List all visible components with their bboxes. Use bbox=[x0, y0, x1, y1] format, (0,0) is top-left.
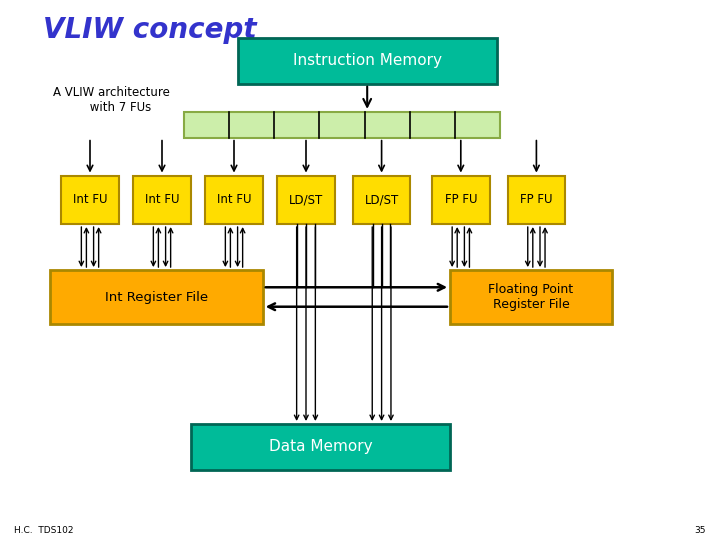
Text: 35: 35 bbox=[694, 525, 706, 535]
FancyBboxPatch shape bbox=[432, 176, 490, 224]
FancyBboxPatch shape bbox=[184, 112, 500, 138]
FancyBboxPatch shape bbox=[191, 424, 450, 470]
FancyBboxPatch shape bbox=[205, 176, 263, 224]
FancyBboxPatch shape bbox=[133, 176, 191, 224]
Text: Data Memory: Data Memory bbox=[269, 440, 372, 454]
Text: LD/ST: LD/ST bbox=[364, 193, 399, 206]
Text: Int FU: Int FU bbox=[145, 193, 179, 206]
FancyBboxPatch shape bbox=[61, 176, 119, 224]
Text: Floating Point
Register File: Floating Point Register File bbox=[488, 283, 574, 311]
FancyBboxPatch shape bbox=[450, 270, 612, 324]
Text: Instruction Memory: Instruction Memory bbox=[293, 53, 441, 68]
Text: Int Register File: Int Register File bbox=[105, 291, 208, 303]
Text: FP FU: FP FU bbox=[444, 193, 477, 206]
FancyBboxPatch shape bbox=[50, 270, 263, 324]
Text: VLIW concept: VLIW concept bbox=[43, 16, 257, 44]
Text: Int FU: Int FU bbox=[73, 193, 107, 206]
Text: A VLIW architecture
     with 7 FUs: A VLIW architecture with 7 FUs bbox=[53, 86, 170, 114]
FancyBboxPatch shape bbox=[277, 176, 335, 224]
FancyBboxPatch shape bbox=[508, 176, 565, 224]
FancyBboxPatch shape bbox=[238, 38, 497, 84]
FancyBboxPatch shape bbox=[353, 176, 410, 224]
Text: FP FU: FP FU bbox=[520, 193, 553, 206]
Text: LD/ST: LD/ST bbox=[289, 193, 323, 206]
Text: Int FU: Int FU bbox=[217, 193, 251, 206]
Text: H.C.  TDS102: H.C. TDS102 bbox=[14, 525, 74, 535]
